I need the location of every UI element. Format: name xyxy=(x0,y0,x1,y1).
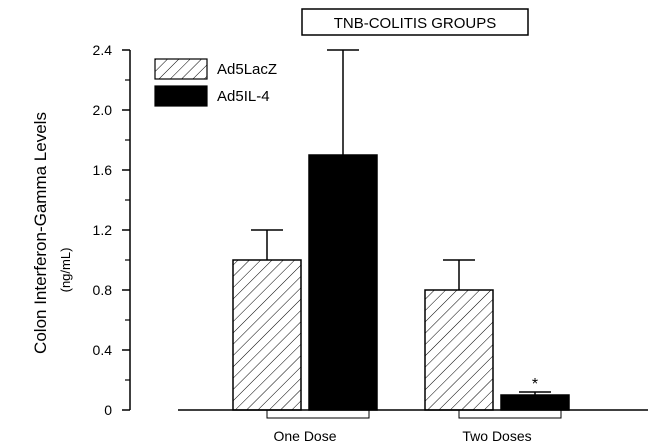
y-axis-unit: (ng/mL) xyxy=(58,248,73,293)
bar-ad5lacz-0 xyxy=(232,259,302,411)
category-bracket xyxy=(266,410,370,419)
x-category-label: Two Doses xyxy=(462,428,531,444)
x-category-label: One Dose xyxy=(273,428,336,444)
y-tick-label: 0 xyxy=(104,402,112,418)
legend-label-ad5il4: Ad5IL-4 xyxy=(217,88,270,105)
y-axis-label: Colon Interferon-Gamma Levels xyxy=(31,112,50,354)
y-tick-label: 0.8 xyxy=(93,282,113,298)
y-tick-label: 0.4 xyxy=(93,342,113,358)
chart-title-box xyxy=(301,8,529,36)
bar-ad5lacz-1 xyxy=(424,289,494,411)
legend-label-ad5lacz: Ad5LacZ xyxy=(217,61,277,78)
legend-swatch-ad5lacz xyxy=(154,58,208,80)
bar-ad5il4-1 xyxy=(500,394,570,411)
y-tick-label: 2.4 xyxy=(93,42,113,58)
significance-marker: * xyxy=(532,376,538,393)
category-bracket xyxy=(458,410,562,419)
legend: Ad5LacZ Ad5IL-4 xyxy=(154,58,277,107)
bar-ad5il4-0 xyxy=(308,154,378,411)
legend-swatch-ad5il4 xyxy=(154,85,208,107)
y-tick-label: 2.0 xyxy=(93,102,113,118)
chart-title: TNB-COLITIS GROUPS xyxy=(334,15,497,32)
y-tick-label: 1.2 xyxy=(93,222,113,238)
y-tick-label: 1.6 xyxy=(93,162,113,178)
